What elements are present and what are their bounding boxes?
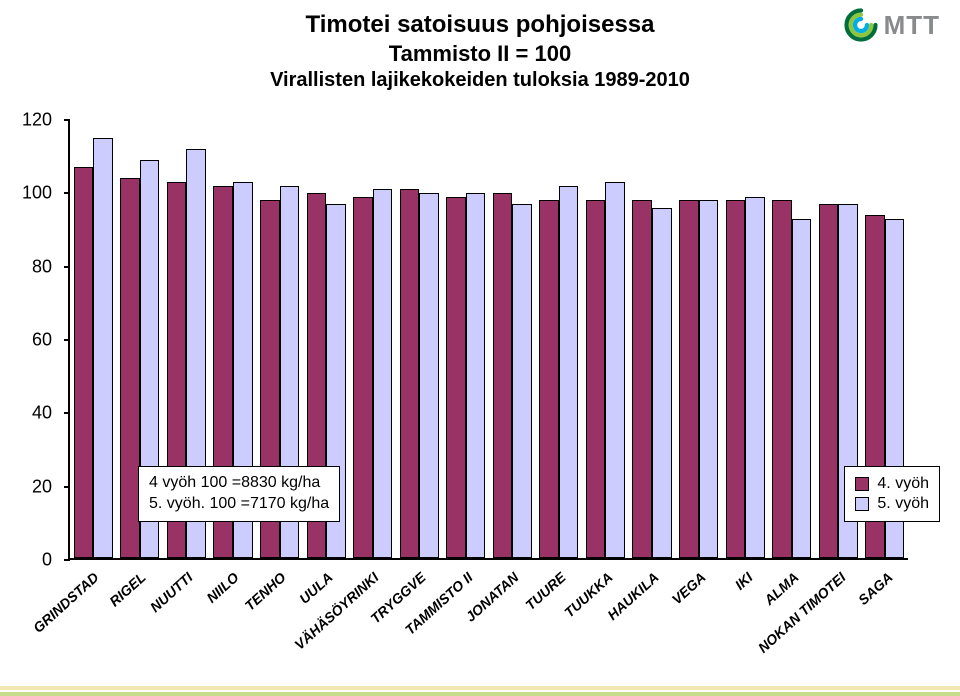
note-line-1: 4 vyöh 100 =8830 kg/ha (149, 473, 329, 494)
x-label-cell: JONATAN (488, 565, 535, 685)
bar-series1 (373, 189, 393, 558)
bar-series1 (466, 193, 486, 558)
x-label-cell: RIGEL (115, 565, 162, 685)
x-labels: GRINDSTADRIGELNUUTTINIILOTENHOUULAVÄHÄSÖ… (68, 565, 908, 685)
bar-series1 (419, 193, 439, 558)
y-tick-label: 120 (12, 110, 52, 131)
x-category-label: VEGA (669, 569, 709, 607)
x-label-cell: SAGA (861, 565, 908, 685)
x-category-label: NIILO (204, 569, 242, 606)
bar-group (489, 120, 536, 558)
legend-item-0: 4. vyöh (855, 475, 929, 493)
bar-series0 (400, 189, 420, 558)
bar-series0 (679, 200, 699, 558)
y-tick-label: 0 (12, 550, 52, 571)
x-label-cell: IKI (721, 565, 768, 685)
bar-group (675, 120, 722, 558)
x-label-cell: NIILO (208, 565, 255, 685)
title-line-2: Tammisto II = 100 (270, 40, 690, 68)
bar-series0 (586, 200, 606, 558)
y-tick (64, 192, 70, 194)
y-tick (64, 412, 70, 414)
bar-series1 (512, 204, 532, 558)
x-label-cell: VEGA (675, 565, 722, 685)
chart-title: Timotei satoisuus pohjoisessa Tammisto I… (270, 10, 690, 93)
bar-group (443, 120, 490, 558)
bar-group (70, 120, 117, 558)
legend-label-0: 4. vyöh (877, 475, 929, 493)
legend-swatch-0 (855, 477, 869, 491)
bar-group (629, 120, 676, 558)
x-label-cell: NOKAN TIMOTEI (815, 565, 862, 685)
x-category-label: UULA (296, 569, 336, 607)
x-label-cell: HAUKILA (628, 565, 675, 685)
y-tick-label: 60 (12, 330, 52, 351)
bar-chart: 4 vyöh 100 =8830 kg/ha 5. vyöh. 100 =717… (30, 120, 930, 590)
x-category-label: ALMA (761, 569, 802, 608)
note-line-2: 5. vyöh. 100 =7170 kg/ha (149, 494, 329, 515)
y-tick (64, 266, 70, 268)
title-line-1: Timotei satoisuus pohjoisessa (270, 10, 690, 40)
legend-label-1: 5. vyöh (877, 495, 929, 513)
bar-series1 (652, 208, 672, 558)
bar-series0 (539, 200, 559, 558)
bar-series0 (772, 200, 792, 558)
y-tick (64, 119, 70, 121)
x-label-cell: TAMMISTO II (441, 565, 488, 685)
y-tick-label: 80 (12, 256, 52, 277)
y-tick (64, 486, 70, 488)
bar-series1 (93, 138, 113, 558)
chart-note: 4 vyöh 100 =8830 kg/ha 5. vyöh. 100 =717… (138, 466, 340, 522)
mtt-swirl-icon (844, 8, 878, 42)
bar-group (768, 120, 815, 558)
mtt-logo: MTT (844, 8, 940, 42)
y-tick-label: 20 (12, 476, 52, 497)
legend-item-1: 5. vyöh (855, 495, 929, 513)
legend-swatch-1 (855, 497, 869, 511)
x-label-cell: TUURE (535, 565, 582, 685)
y-tick (64, 339, 70, 341)
bar-series0 (632, 200, 652, 558)
x-label-cell: GRINDSTAD (68, 565, 115, 685)
y-tick-label: 40 (12, 403, 52, 424)
y-tick (64, 559, 70, 561)
bar-series0 (353, 197, 373, 558)
bar-series0 (726, 200, 746, 558)
x-category-label: IKI (731, 569, 755, 593)
y-tick-label: 100 (12, 183, 52, 204)
footer-accent-2 (0, 692, 960, 696)
x-label-cell: TENHO (255, 565, 302, 685)
title-line-3: Virallisten lajikekokeiden tuloksia 1989… (270, 68, 690, 93)
x-category-label: GRINDSTAD (30, 569, 102, 636)
bar-series1 (559, 186, 579, 558)
bar-series0 (74, 167, 94, 558)
bar-series1 (699, 200, 719, 558)
bar-series0 (819, 204, 839, 558)
bar-series1 (745, 197, 765, 558)
footer-accent-1 (0, 686, 960, 690)
bar-group (722, 120, 769, 558)
bar-group (349, 120, 396, 558)
x-label-cell: VÄHÄSÖYRINKI (348, 565, 395, 685)
bar-series0 (120, 178, 140, 558)
bar-series1 (792, 219, 812, 558)
bar-group (536, 120, 583, 558)
bar-series0 (446, 197, 466, 558)
x-label-cell: TUUKKA (581, 565, 628, 685)
bar-series1 (605, 182, 625, 558)
mtt-logo-text: MTT (884, 10, 940, 41)
bar-series0 (493, 193, 513, 558)
x-label-cell: NUUTTI (161, 565, 208, 685)
legend: 4. vyöh 5. vyöh (844, 466, 940, 522)
x-category-label: SAGA (855, 569, 896, 608)
bar-group (396, 120, 443, 558)
bar-group (582, 120, 629, 558)
